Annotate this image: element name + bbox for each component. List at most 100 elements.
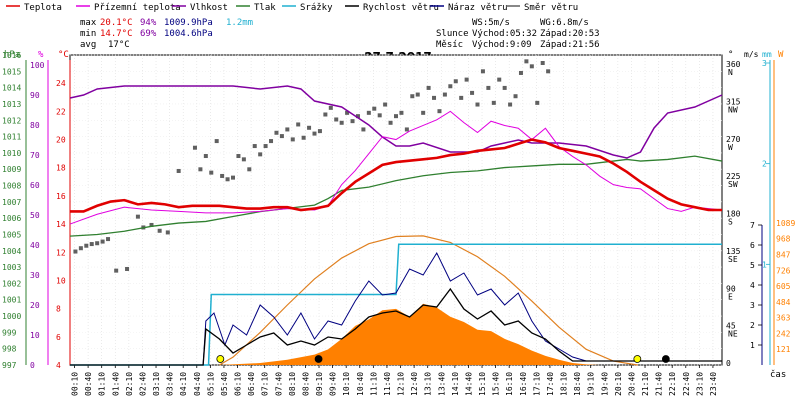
direction-tick-label: 270 (726, 135, 741, 144)
direction-point (350, 119, 355, 124)
direction-point (209, 170, 214, 175)
direction-point (149, 222, 154, 227)
pressure-tick-label: 999 (2, 328, 17, 337)
direction-point (383, 102, 388, 107)
solar-axis-label: W (778, 50, 784, 60)
x-tick-label: 21:40 (655, 372, 664, 396)
pressure-tick-label: 1001 (2, 296, 21, 305)
direction-point (263, 144, 268, 149)
direction-point (345, 110, 350, 115)
pressure-tick-label: 1011 (2, 133, 21, 142)
solar-theoretical-line (219, 235, 638, 366)
direction-name-label: NW (728, 105, 738, 114)
direction-point (269, 139, 274, 144)
direction-tick-label: 90 (726, 284, 736, 293)
x-tick-label: 15:40 (492, 372, 501, 396)
direction-point (334, 117, 339, 122)
direction-point (426, 85, 431, 90)
direction-tick-label: 180 (726, 210, 741, 219)
x-tick-label: 03:40 (166, 372, 175, 396)
pressure-tick-label: 1003 (2, 263, 21, 272)
direction-point (410, 94, 415, 99)
solar-tick-label: 726 (776, 266, 791, 275)
direction-point (328, 105, 333, 110)
direction-name-label: W (728, 143, 733, 152)
temperature-tick-label: 18 (56, 164, 66, 173)
direction-point (470, 90, 475, 95)
x-tick-label: 02:10 (125, 372, 134, 396)
direction-point (524, 59, 529, 64)
x-tick-label: 11:10 (369, 372, 378, 396)
temperature-tick-label: 8 (56, 305, 61, 314)
temperature-tick-label: 16 (56, 192, 66, 201)
temperature-tick-label: 10 (56, 276, 66, 285)
x-tick-label: 13:10 (424, 372, 433, 396)
direction-point (165, 230, 170, 235)
temperature-tick-label: 20 (56, 136, 66, 145)
sunrise-marker (216, 355, 225, 363)
pressure-tick-label: 1013 (2, 100, 21, 109)
direction-point (415, 92, 420, 97)
direction-axis-label: ° (728, 50, 733, 60)
direction-point (95, 241, 100, 246)
direction-point (486, 85, 491, 90)
direction-point (301, 135, 306, 140)
direction-point (157, 228, 162, 233)
pressure-tick-label: 1012 (2, 116, 21, 125)
wind-tick-label: 5 (750, 261, 755, 270)
pressure-tick-label: 1002 (2, 279, 21, 288)
direction-point (258, 152, 263, 157)
legend-label: Teplota (24, 3, 62, 13)
pressure-axis-label: hPa (4, 50, 20, 60)
humidity-axis-label: % (38, 50, 44, 60)
x-tick-label: 03:10 (152, 372, 161, 396)
humidity-tick-label: 40 (30, 241, 40, 250)
rain-axis-label: mm (762, 50, 772, 59)
sunset-marker (633, 355, 642, 363)
x-tick-label: 21:10 (641, 372, 650, 396)
x-tick-label: 16:40 (519, 372, 528, 396)
legend-label: Srážky (300, 3, 333, 13)
direction-point (437, 109, 442, 114)
pressure-tick-label: 1009 (2, 165, 21, 174)
legend-label: Přízemní teplota (94, 3, 181, 13)
x-tick-label: 00:40 (84, 372, 93, 396)
humidity-tick-label: 10 (30, 331, 40, 340)
stat-max-temp: 20.1°C (100, 18, 133, 28)
x-tick-label: 11:40 (383, 372, 392, 396)
sun-rise: Východ:05:32 (472, 29, 537, 39)
x-tick-label: 09:10 (315, 372, 324, 396)
legend-label: Tlak (254, 3, 276, 13)
x-tick-label: 20:10 (614, 372, 623, 396)
temperature-tick-label: 4 (56, 361, 61, 370)
direction-point (459, 95, 464, 100)
direction-point (508, 102, 513, 107)
direction-point (404, 127, 409, 132)
direction-point (198, 167, 203, 172)
ground-temp-line (69, 110, 723, 225)
pressure-tick-label: 997 (2, 361, 17, 370)
x-tick-label: 12:10 (397, 372, 406, 396)
temperature-tick-label: 24 (56, 79, 66, 88)
solar-area (219, 303, 600, 365)
direction-point (176, 168, 181, 173)
direction-point (361, 127, 366, 132)
direction-tick-label: 0 (726, 359, 731, 368)
direction-point (100, 239, 105, 244)
direction-point (252, 144, 257, 149)
direction-point (497, 77, 502, 82)
direction-point (339, 120, 344, 125)
legend-label: Náraz větru (448, 3, 508, 13)
stats-panel: max 20.1°C 94% 1009.9hPa 1.2mm min 14.7°… (80, 18, 600, 50)
direction-point (464, 77, 469, 82)
solar-tick-label: 968 (776, 235, 791, 244)
direction-tick-label: 315 (726, 97, 741, 106)
x-tick-label: 07:10 (261, 372, 270, 396)
x-tick-label: 14:40 (464, 372, 473, 396)
direction-point (546, 69, 551, 74)
x-tick-label: 17:40 (546, 372, 555, 396)
direction-point (247, 167, 252, 172)
direction-tick-label: 45 (726, 322, 736, 331)
direction-point (432, 95, 437, 100)
